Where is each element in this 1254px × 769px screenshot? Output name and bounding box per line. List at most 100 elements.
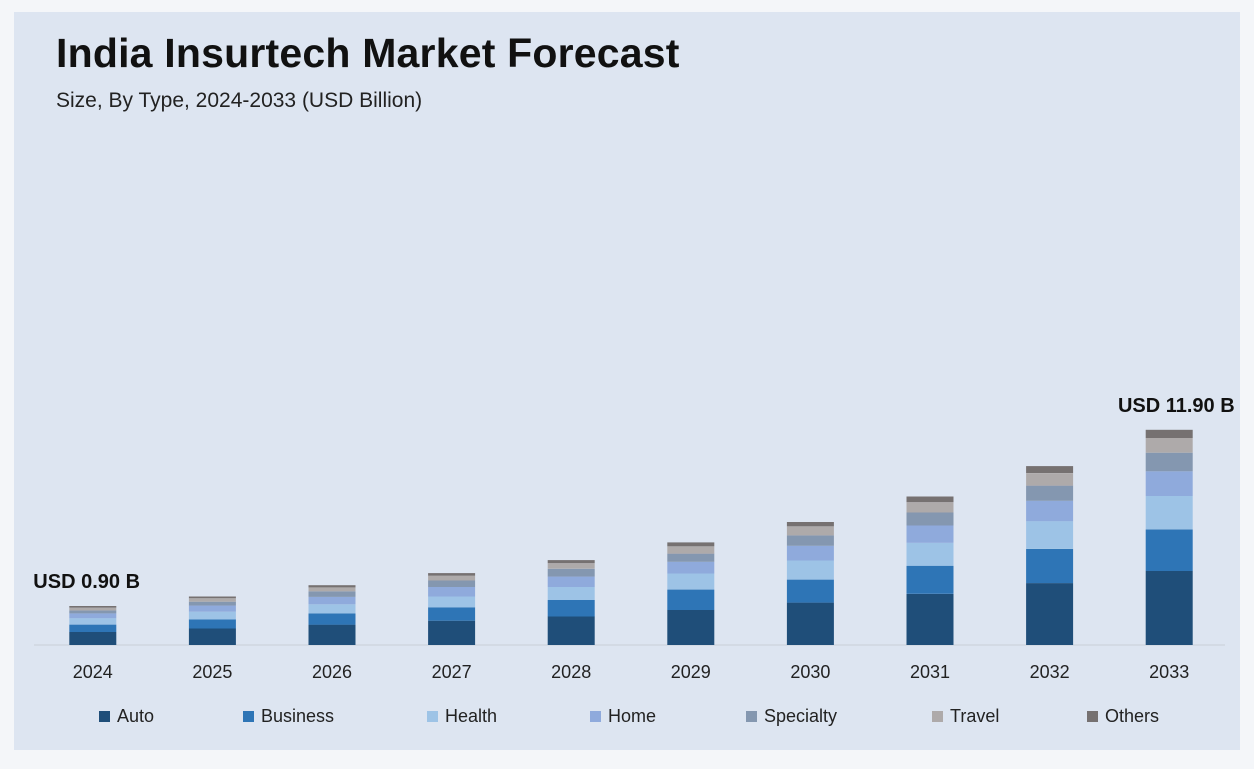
legend-swatch-business: [243, 711, 254, 722]
bar-2024-business: [69, 624, 117, 632]
legend-item-home: Home: [590, 706, 656, 727]
bar-2027-business: [428, 607, 476, 621]
legend-swatch-specialty: [746, 711, 757, 722]
bar-2032-auto: [1026, 583, 1074, 645]
legend-item-others: Others: [1087, 706, 1159, 727]
bar-2026-others: [308, 585, 356, 588]
bar-2026-health: [308, 604, 356, 614]
bar-2027-health: [428, 596, 476, 608]
bar-2031-business: [906, 565, 954, 594]
bar-2028-others: [547, 560, 595, 564]
bar-2032-health: [1026, 521, 1074, 549]
bar-2032-travel: [1026, 473, 1074, 486]
bar-2033-travel: [1145, 438, 1193, 453]
bars-group: [69, 429, 1193, 645]
bar-2025-travel: [188, 598, 236, 602]
bar-2027-travel: [428, 575, 476, 581]
bar-2031-health: [906, 542, 954, 566]
bar-2026-business: [308, 613, 356, 625]
legend-item-business: Business: [243, 706, 334, 727]
bar-2030-auto: [786, 602, 834, 645]
bar-2025-auto: [188, 628, 236, 645]
x-tick-label-2033: 2033: [1149, 662, 1189, 682]
legend-label-home: Home: [608, 706, 657, 726]
legend-item-travel: Travel: [932, 706, 999, 727]
bar-2028-specialty: [547, 568, 595, 577]
x-tick-labels: 2024 2025 2026 2027 2028 2029 2030 2031 2032 2033: [73, 662, 1189, 682]
bar-2030-health: [786, 560, 834, 580]
bar-2029-home: [667, 561, 715, 574]
legend-item-health: Health: [427, 706, 497, 727]
legend-swatch-home: [590, 711, 601, 722]
bar-2028-health: [547, 587, 595, 600]
bar-2029-business: [667, 589, 715, 610]
bar-2028-home: [547, 576, 595, 587]
bar-2025-home: [188, 605, 236, 612]
bar-2024-specialty: [69, 610, 117, 614]
legend-swatch-others: [1087, 711, 1098, 722]
bar-2024-health: [69, 618, 117, 625]
x-tick-label-2026: 2026: [312, 662, 352, 682]
bar-2033-specialty: [1145, 452, 1193, 472]
legend-swatch-health: [427, 711, 438, 722]
bar-2025-specialty: [188, 601, 236, 606]
bar-2028-business: [547, 600, 595, 617]
legend-label-specialty: Specialty: [764, 706, 838, 726]
bar-2026-home: [308, 596, 356, 605]
x-tick-label-2031: 2031: [910, 662, 950, 682]
bar-2028-travel: [547, 563, 595, 569]
bar-2030-specialty: [786, 535, 834, 546]
annotation-total-2033: USD 11.90 B: [1118, 395, 1235, 417]
bar-2030-home: [786, 545, 834, 561]
x-tick-label-2025: 2025: [192, 662, 232, 682]
bar-2025-business: [188, 619, 236, 629]
legend-label-others: Others: [1105, 706, 1160, 726]
x-tick-label-2029: 2029: [671, 662, 711, 682]
bar-2029-health: [667, 573, 715, 590]
x-tick-label-2030: 2030: [790, 662, 830, 682]
legend-label-business: Business: [261, 706, 335, 726]
legend-label-auto: Auto: [117, 706, 155, 726]
bar-2027-specialty: [428, 580, 476, 587]
bar-2027-others: [428, 573, 476, 576]
bar-2025-others: [188, 596, 236, 599]
bar-2030-business: [786, 579, 834, 603]
bar-2029-travel: [667, 546, 715, 554]
bar-2025-health: [188, 611, 236, 620]
bar-2033-health: [1145, 496, 1193, 530]
legend-item-auto: Auto: [99, 706, 154, 727]
chart-subtitle: Size, By Type, 2024-2033 (USD Billion): [56, 89, 423, 112]
bar-2030-others: [786, 522, 834, 527]
legend-label-travel: Travel: [950, 706, 1000, 726]
bar-2033-business: [1145, 529, 1193, 571]
chart-title: India Insurtech Market Forecast: [56, 30, 680, 76]
bar-2033-others: [1145, 429, 1193, 438]
bar-2031-travel: [906, 502, 954, 513]
bar-2029-auto: [667, 609, 715, 645]
x-tick-label-2032: 2032: [1030, 662, 1070, 682]
bar-2032-business: [1026, 548, 1074, 584]
bar-2033-auto: [1145, 570, 1193, 645]
annotations-group: USD 0.90 B USD 11.90 B: [33, 395, 1234, 593]
legend: Auto Business Health Home Specialty Trav…: [0, 706, 1254, 730]
bar-2031-auto: [906, 593, 954, 645]
x-tick-label-2027: 2027: [432, 662, 472, 682]
bar-2031-others: [906, 496, 954, 503]
bar-2028-auto: [547, 616, 595, 645]
legend-swatch-travel: [932, 711, 943, 722]
bar-2027-auto: [428, 620, 476, 645]
bar-2026-specialty: [308, 591, 356, 597]
bar-2024-home: [69, 613, 117, 619]
legend-swatch-auto: [99, 711, 110, 722]
legend-label-health: Health: [445, 706, 498, 726]
annotation-total-2024: USD 0.90 B: [33, 571, 140, 593]
bar-2026-travel: [308, 587, 356, 592]
bar-2029-others: [667, 542, 715, 547]
legend-item-specialty: Specialty: [746, 706, 837, 727]
bar-2032-specialty: [1026, 485, 1074, 501]
bar-2033-home: [1145, 471, 1193, 496]
bar-2032-others: [1026, 466, 1074, 473]
bar-2027-home: [428, 587, 476, 597]
bar-2031-specialty: [906, 512, 954, 526]
